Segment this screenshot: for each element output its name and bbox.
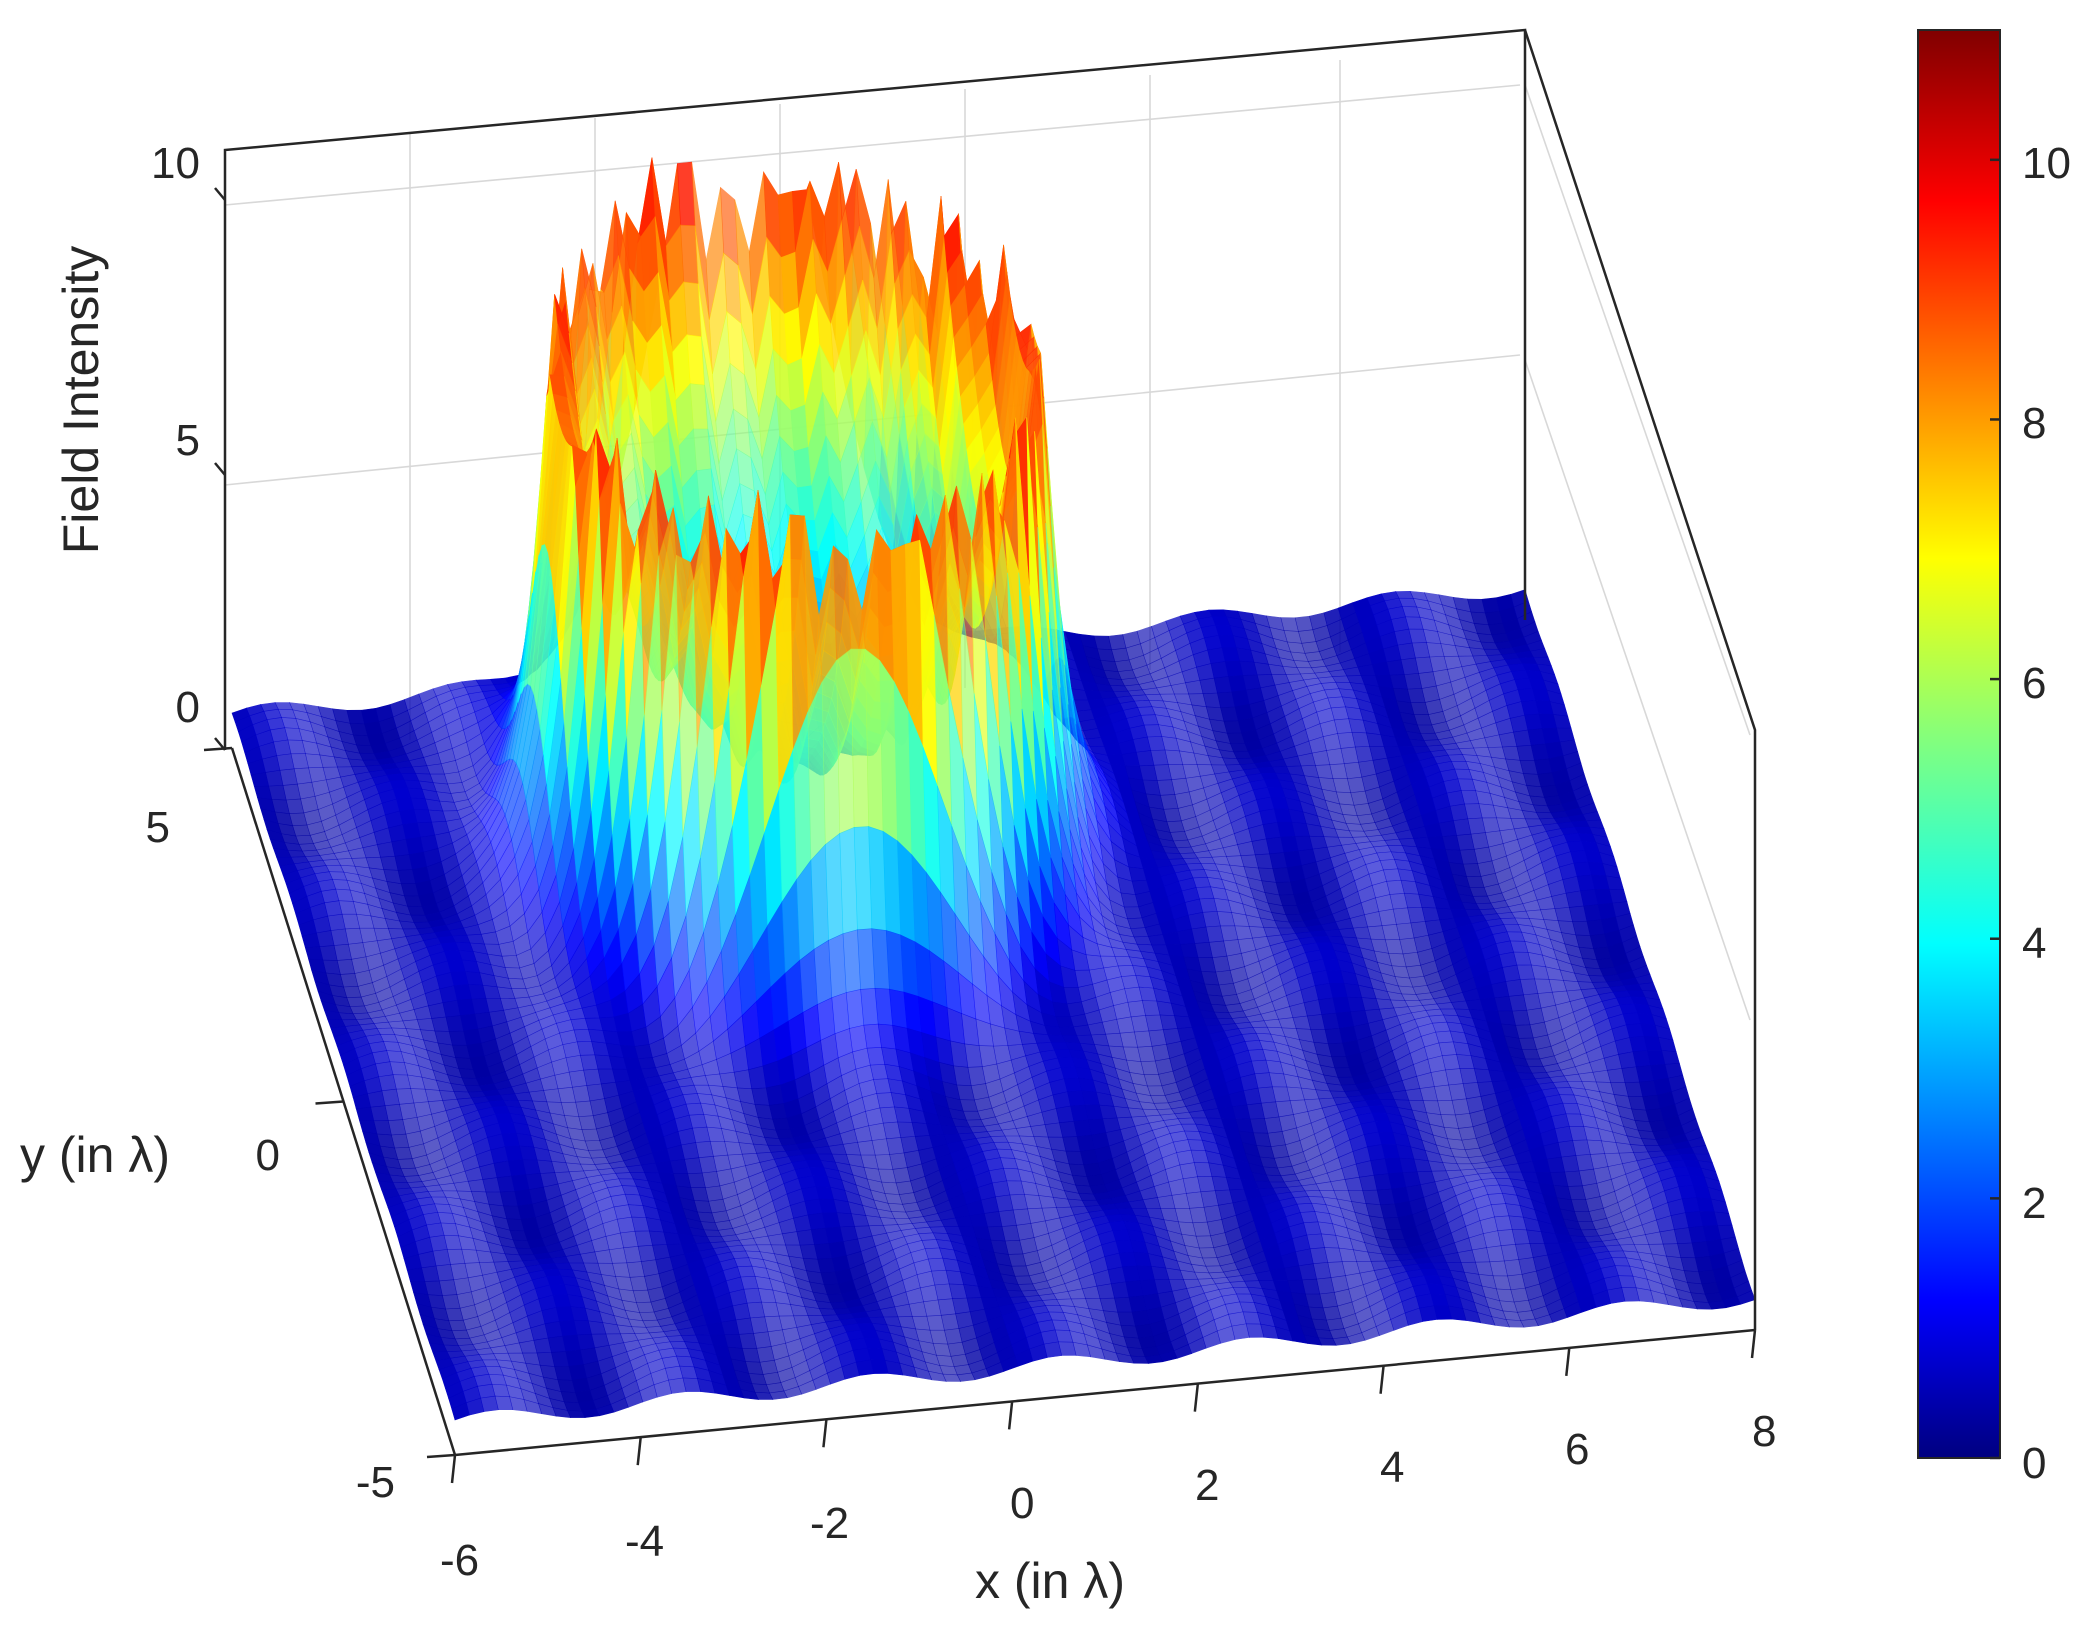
surface-cell	[1552, 714, 1572, 729]
grid-side-5	[1524, 359, 1751, 1021]
surface-cell	[1661, 1050, 1680, 1065]
surface-plot	[231, 157, 1756, 1421]
surface-cell	[1556, 727, 1575, 743]
surface-cell	[1605, 875, 1625, 891]
grid-side-10	[1524, 84, 1751, 736]
surface-cell	[1608, 888, 1628, 904]
surface-cell	[1638, 982, 1657, 992]
grid-z-10	[224, 84, 1521, 206]
